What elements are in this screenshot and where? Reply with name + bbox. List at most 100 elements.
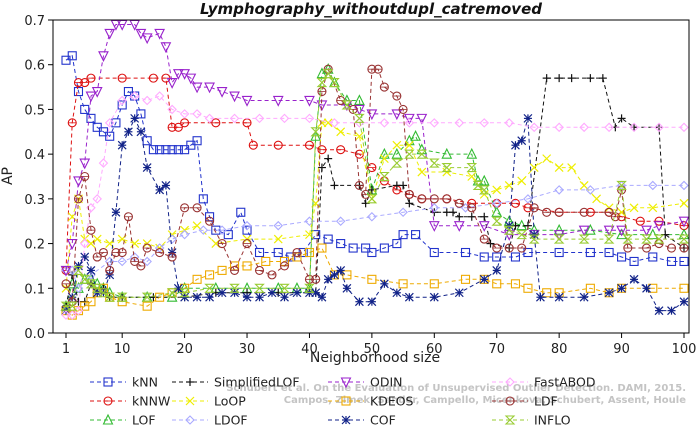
data-point bbox=[267, 270, 277, 280]
data-point bbox=[416, 113, 428, 125]
data-point bbox=[304, 95, 315, 107]
data-point bbox=[273, 140, 283, 150]
data-point bbox=[73, 194, 84, 204]
data-point bbox=[429, 292, 439, 302]
data-point bbox=[542, 288, 552, 298]
data-point bbox=[161, 145, 171, 155]
data-point bbox=[404, 149, 415, 159]
data-point bbox=[160, 42, 172, 54]
data-point bbox=[61, 279, 71, 289]
data-point bbox=[317, 163, 326, 172]
data-point bbox=[61, 310, 71, 320]
data-point bbox=[254, 265, 265, 275]
watermark-line: Campos, Zimek, Sander, Campello, Micenko… bbox=[284, 395, 686, 406]
data-point bbox=[148, 145, 158, 155]
data-point bbox=[504, 118, 514, 128]
data-point bbox=[529, 203, 539, 213]
data-point bbox=[85, 279, 97, 289]
data-point bbox=[242, 220, 252, 231]
data-point bbox=[324, 154, 333, 163]
data-point bbox=[392, 140, 402, 150]
data-point bbox=[60, 265, 72, 277]
legend-item-odin: ODIN bbox=[328, 375, 403, 390]
data-point bbox=[330, 181, 339, 190]
data-point bbox=[192, 274, 202, 284]
y-tick-label: 0.3 bbox=[24, 193, 45, 208]
data-point bbox=[542, 154, 552, 164]
data-point bbox=[678, 216, 690, 228]
data-point bbox=[617, 252, 627, 262]
data-point bbox=[229, 265, 240, 275]
data-point bbox=[154, 91, 165, 101]
y-tick-label: 0.1 bbox=[24, 282, 45, 297]
data-point bbox=[523, 247, 533, 258]
data-point bbox=[648, 252, 658, 262]
data-point bbox=[79, 274, 91, 284]
data-point bbox=[311, 274, 321, 284]
data-point bbox=[217, 239, 227, 249]
data-point bbox=[154, 28, 166, 40]
data-point bbox=[404, 189, 414, 199]
series-line bbox=[65, 117, 685, 312]
data-point bbox=[441, 163, 453, 173]
data-point bbox=[616, 228, 627, 240]
data-point bbox=[604, 247, 614, 258]
data-point bbox=[217, 288, 227, 298]
data-point bbox=[429, 118, 440, 128]
data-point bbox=[579, 207, 589, 217]
chart-title: Lymphography_withoutdupl_catremoved bbox=[200, 0, 542, 18]
data-point bbox=[98, 288, 109, 298]
legend-label: kNN bbox=[132, 375, 158, 390]
data-point bbox=[341, 100, 353, 110]
legend-item-lof: LOF bbox=[90, 413, 156, 428]
data-point bbox=[373, 64, 383, 74]
data-point bbox=[366, 194, 378, 204]
data-point bbox=[392, 288, 402, 298]
data-point bbox=[155, 292, 165, 302]
data-point bbox=[648, 180, 658, 191]
data-point bbox=[254, 247, 265, 258]
data-point bbox=[404, 118, 415, 128]
data-point bbox=[404, 292, 414, 302]
data-point bbox=[80, 104, 90, 114]
y-tick-label: 0.2 bbox=[24, 238, 45, 253]
data-point bbox=[585, 247, 595, 258]
data-point bbox=[216, 86, 228, 98]
legend-item-knn: kNN bbox=[90, 375, 158, 390]
data-point bbox=[460, 274, 471, 284]
series-inflo bbox=[60, 69, 690, 311]
data-point bbox=[604, 207, 614, 217]
data-point bbox=[86, 113, 96, 123]
data-point bbox=[73, 176, 84, 188]
data-point bbox=[317, 243, 327, 253]
data-point bbox=[449, 208, 458, 217]
data-point bbox=[604, 288, 614, 298]
data-point bbox=[92, 252, 102, 262]
data-point bbox=[342, 270, 352, 280]
data-point bbox=[542, 74, 551, 83]
data-point bbox=[442, 194, 452, 204]
data-point bbox=[142, 136, 152, 146]
data-point bbox=[492, 243, 502, 253]
data-point bbox=[603, 234, 615, 244]
data-point bbox=[411, 230, 421, 240]
data-point bbox=[104, 118, 115, 128]
data-point bbox=[204, 82, 215, 94]
data-point bbox=[517, 176, 527, 186]
data-point bbox=[73, 265, 84, 275]
data-point bbox=[653, 234, 665, 244]
data-point bbox=[578, 225, 590, 237]
legend-item-knnw: kNNW bbox=[90, 394, 170, 409]
data-point bbox=[466, 147, 478, 159]
data-point bbox=[642, 283, 651, 293]
data-point bbox=[91, 86, 103, 98]
data-point bbox=[136, 261, 146, 271]
legend-marker bbox=[505, 377, 515, 387]
data-point bbox=[323, 274, 333, 284]
data-point bbox=[261, 256, 271, 267]
data-point bbox=[242, 292, 252, 302]
series-line bbox=[65, 122, 685, 289]
data-point bbox=[603, 225, 615, 237]
data-point bbox=[329, 78, 340, 88]
y-tick-label: 0.5 bbox=[24, 103, 45, 118]
